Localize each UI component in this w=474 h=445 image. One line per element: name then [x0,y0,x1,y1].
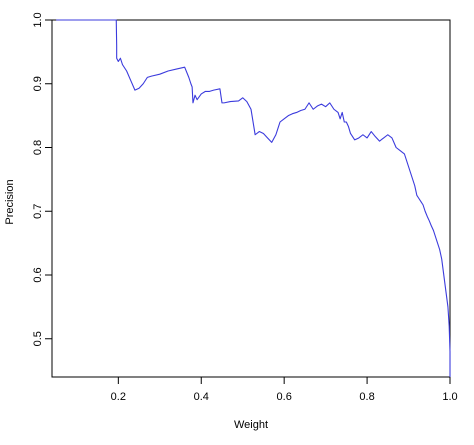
y-tick-label: 1.0 [32,12,44,27]
y-tick-label: 0.6 [32,267,44,282]
plot-frame-layer [51,19,451,378]
x-tick-label: 1.0 [442,391,457,403]
x-tick-label: 0.2 [111,391,126,403]
plot-frame [51,19,451,378]
x-tick-label: 0.8 [359,391,374,403]
y-tick-label: 0.5 [32,331,44,346]
x-axis-title: Weight [234,419,268,431]
x-ticks-layer: 0.2 0.4 0.6 0.8 1.0 [111,377,458,403]
y-axis-title: Precision [4,179,16,224]
y-tick-label: 0.9 [32,76,44,91]
series-layer [56,19,451,377]
y-tick-label: 0.8 [32,140,44,155]
series-line [56,19,451,377]
x-tick-label: 0.4 [194,391,209,403]
y-tick-label: 0.7 [32,204,44,219]
y-ticks-layer: 0.5 0.6 0.7 0.8 0.9 1.0 [32,12,52,346]
x-tick-label: 0.6 [277,391,292,403]
